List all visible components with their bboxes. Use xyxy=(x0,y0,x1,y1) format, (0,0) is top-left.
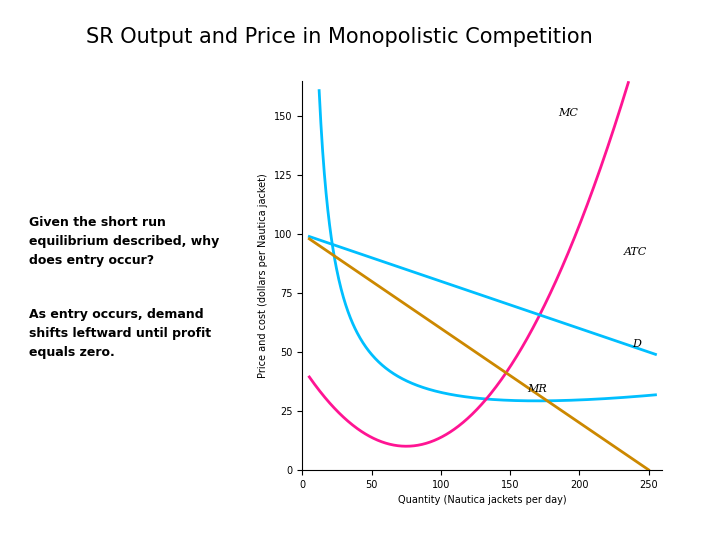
Text: D: D xyxy=(632,339,641,349)
Text: MR: MR xyxy=(527,384,546,394)
Text: Given the short run
equilibrium described, why
does entry occur?: Given the short run equilibrium describe… xyxy=(29,216,219,267)
Text: As entry occurs, demand
shifts leftward until profit
equals zero.: As entry occurs, demand shifts leftward … xyxy=(29,308,211,359)
X-axis label: Quantity (Nautica jackets per day): Quantity (Nautica jackets per day) xyxy=(398,495,567,505)
Text: MC: MC xyxy=(559,109,578,118)
Text: SR Output and Price in Monopolistic Competition: SR Output and Price in Monopolistic Comp… xyxy=(86,27,593,47)
Y-axis label: Price and cost (dollars per Nautica jacket): Price and cost (dollars per Nautica jack… xyxy=(258,173,269,378)
Text: ATC: ATC xyxy=(624,247,647,258)
